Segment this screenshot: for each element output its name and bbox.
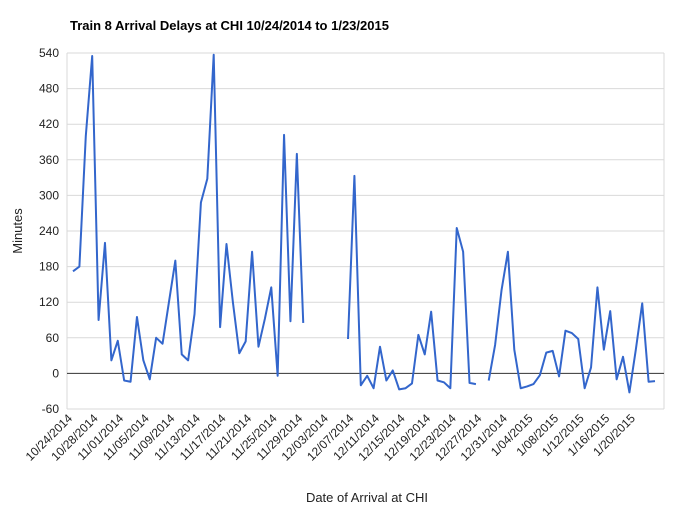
y-tick-label: 120 — [39, 295, 59, 309]
x-axis-label: Date of Arrival at CHI — [306, 490, 428, 505]
chart-title: Train 8 Arrival Delays at CHI 10/24/2014… — [70, 18, 389, 33]
y-tick-label: 300 — [39, 188, 59, 202]
y-tick-label: 180 — [39, 260, 59, 274]
y-tick-label: 0 — [52, 366, 59, 380]
series-line — [347, 174, 477, 391]
series-line — [487, 250, 656, 394]
y-tick-label: 480 — [39, 82, 59, 96]
series-layer — [72, 53, 656, 394]
x-axis-ticks: 10/24/201410/28/201411/01/201411/05/2014… — [23, 411, 638, 464]
y-tick-label: 420 — [39, 117, 59, 131]
y-tick-label: 60 — [46, 331, 60, 345]
y-tick-label: 540 — [39, 46, 59, 60]
y-tick-label: -60 — [42, 402, 60, 416]
y-tick-label: 240 — [39, 224, 59, 238]
y-axis-label: Minutes — [10, 208, 25, 254]
y-tick-label: 360 — [39, 153, 59, 167]
grid — [66, 52, 665, 410]
series-line — [72, 53, 305, 383]
y-axis-ticks: -60 0 60 120 180 240 300 360 420 480 540 — [39, 46, 59, 416]
